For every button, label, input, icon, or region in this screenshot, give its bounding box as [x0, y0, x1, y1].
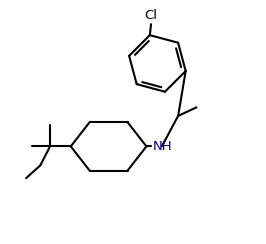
Text: NH: NH — [152, 140, 172, 153]
Text: Cl: Cl — [144, 9, 157, 22]
